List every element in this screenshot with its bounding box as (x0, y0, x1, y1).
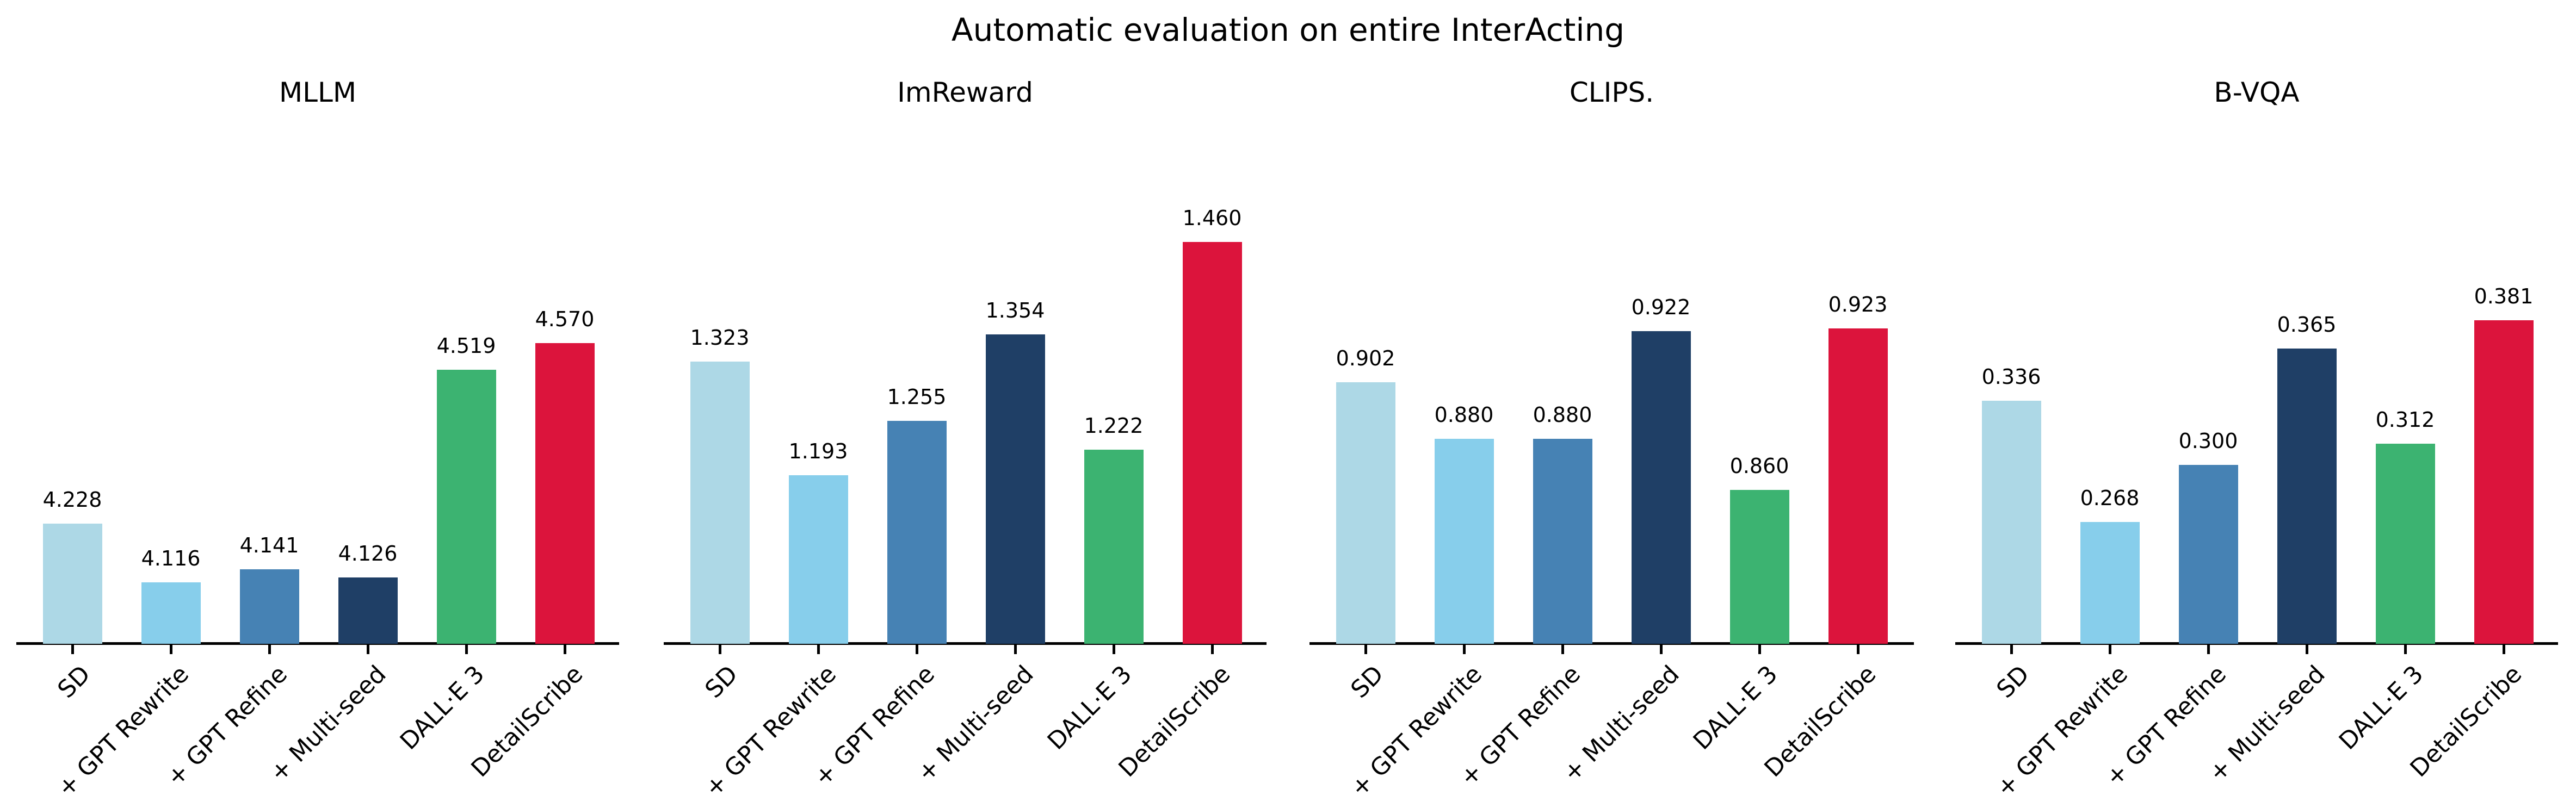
bar (1084, 450, 1144, 644)
subplot-title: B-VQA (2214, 77, 2300, 108)
bar-value-label: 1.323 (690, 326, 750, 350)
bar (436, 370, 496, 644)
bar (1729, 490, 1789, 644)
x-tick (2503, 645, 2505, 654)
bar-value-label: 4.141 (239, 533, 299, 558)
x-tick (1758, 645, 1761, 654)
bar-value-label: 4.519 (436, 334, 496, 358)
bar (1981, 400, 2041, 644)
subplot-title: CLIPS. (1569, 77, 1654, 108)
bar-value-label: 0.860 (1729, 454, 1789, 478)
bar-value-label: 1.460 (1182, 206, 1242, 231)
x-tick (2207, 645, 2210, 654)
subplot-title: MLLM (279, 77, 356, 108)
bar-value-label: 0.381 (2474, 284, 2534, 308)
figure-title: Automatic evaluation on entire InterActi… (951, 11, 1625, 48)
bar-value-label: 0.300 (2178, 429, 2238, 453)
x-tick (1364, 645, 1367, 654)
x-tick (71, 645, 74, 654)
subplot-imreward: ImReward 1.323 SD 1.193 + GPT Rewrite 1.255 +… (664, 0, 1267, 808)
x-tick-label: SD (1991, 660, 2035, 704)
x-axis-line (16, 642, 619, 645)
x-axis-line (1955, 642, 2558, 645)
bar (1828, 328, 1888, 644)
bar (42, 523, 102, 644)
bar (141, 582, 201, 644)
bar-value-label: 4.116 (141, 546, 201, 571)
bar (338, 577, 398, 644)
bar (535, 343, 595, 644)
bar-value-label: 0.902 (1336, 346, 1395, 371)
bar-value-label: 1.255 (887, 385, 947, 409)
bar (690, 362, 750, 644)
bar-value-label: 0.268 (2080, 486, 2140, 511)
bar-value-label: 0.880 (1533, 402, 1592, 427)
bar (1533, 438, 1592, 644)
x-tick (2306, 645, 2308, 654)
subplot-clips: CLIPS. 0.902 SD 0.880 + GPT Rewrite 0.880 + G… (1309, 0, 1914, 808)
bar (2080, 522, 2140, 644)
bar-value-label: 0.312 (2375, 407, 2435, 432)
bar-value-label: 1.193 (788, 439, 848, 464)
bar (2474, 320, 2534, 644)
x-tick (268, 645, 271, 654)
x-tick-label: SD (700, 660, 744, 704)
subplot-title: ImReward (897, 77, 1033, 108)
bar (2178, 465, 2238, 644)
bar-value-label: 4.228 (42, 487, 102, 512)
x-tick-label: DALL·E 3 (1688, 660, 1783, 755)
x-tick-label: DALL·E 3 (394, 660, 490, 755)
x-axis-line (1309, 642, 1914, 645)
x-tick (916, 645, 918, 654)
bar (239, 569, 299, 644)
x-tick (1561, 645, 1564, 654)
bar-value-label: 0.336 (1981, 364, 2041, 389)
x-tick (1463, 645, 1466, 654)
x-tick (1014, 645, 1017, 654)
bar-value-label: 0.922 (1631, 295, 1691, 319)
x-tick (465, 645, 468, 654)
x-tick-label: SD (52, 660, 96, 704)
bar (2375, 443, 2435, 644)
x-tick (2404, 645, 2407, 654)
x-tick-label: DALL·E 3 (1042, 660, 1138, 755)
bar (887, 421, 947, 644)
x-tick (1660, 645, 1663, 654)
bar-value-label: 4.126 (338, 541, 398, 565)
x-tick (817, 645, 820, 654)
bar-value-label: 0.923 (1828, 293, 1888, 317)
bar (788, 475, 848, 644)
x-tick (367, 645, 369, 654)
bar (2277, 349, 2337, 644)
bar (1434, 438, 1494, 644)
bar-value-label: 1.222 (1084, 414, 1144, 438)
bar (985, 334, 1045, 644)
x-tick (564, 645, 566, 654)
bar-value-label: 0.880 (1434, 402, 1494, 427)
bar (1631, 331, 1691, 644)
x-tick (1857, 645, 1860, 654)
subplot-bvqa: B-VQA 0.336 SD 0.268 + GPT Rewrite 0.300 + GP… (1955, 0, 2558, 808)
x-tick-label: SD (1345, 660, 1389, 704)
bar-value-label: 0.365 (2277, 313, 2337, 337)
bar-value-label: 4.570 (535, 307, 595, 331)
bar (1336, 382, 1395, 644)
x-tick (170, 645, 172, 654)
x-tick (2010, 645, 2013, 654)
x-tick (1211, 645, 1214, 654)
x-tick (2109, 645, 2111, 654)
x-tick (1113, 645, 1115, 654)
bar-value-label: 1.354 (985, 299, 1045, 323)
x-axis-line (664, 642, 1267, 645)
x-tick (719, 645, 721, 654)
subplot-mllm: MLLM 4.228 SD 4.116 + GPT Rewrite 4.141 + GPT… (16, 0, 619, 808)
x-tick-label: DALL·E 3 (2333, 660, 2429, 755)
bar (1182, 242, 1242, 644)
